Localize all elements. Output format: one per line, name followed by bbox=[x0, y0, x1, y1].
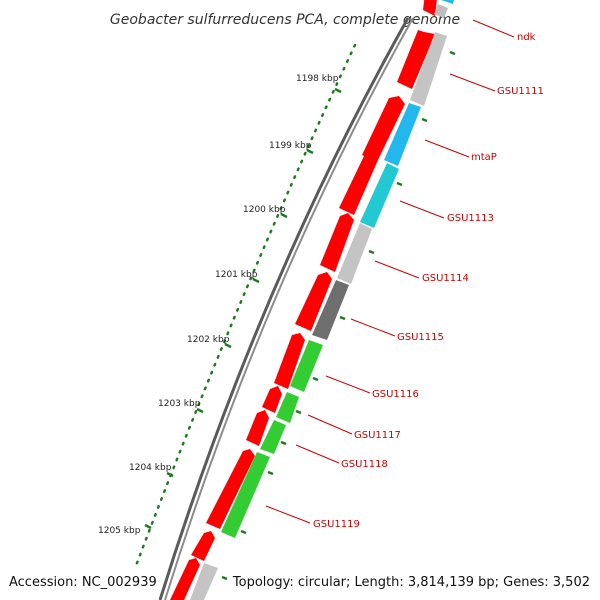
gene-label-ndk[interactable]: ndk bbox=[517, 32, 536, 43]
gene-label-gsu1113[interactable]: GSU1113 bbox=[447, 213, 494, 224]
scale-tick bbox=[280, 212, 288, 219]
scale-tick-label: 1204 kbp bbox=[129, 463, 172, 473]
gene-block-gsu1114 bbox=[337, 223, 372, 284]
outer-feature-track bbox=[170, 0, 437, 600]
gene-label-gsu1115[interactable]: GSU1115 bbox=[397, 332, 444, 343]
gene-block bbox=[190, 563, 218, 600]
inner-tick bbox=[449, 50, 456, 56]
inner-tick bbox=[396, 181, 403, 187]
gene-block-gsu1117 bbox=[276, 392, 299, 423]
inner-tick bbox=[221, 575, 228, 581]
cds-arrow bbox=[274, 333, 305, 389]
cds-arrow bbox=[320, 213, 354, 272]
cds-arrow bbox=[206, 449, 255, 529]
leader-line-gsu1114 bbox=[374, 260, 420, 279]
scale-tick-label: 1205 kbp bbox=[98, 526, 141, 536]
cds-arrow bbox=[362, 96, 405, 162]
leader-lines bbox=[265, 19, 515, 524]
footer-right-bg bbox=[255, 568, 600, 600]
gene-label-gsu1111[interactable]: GSU1111 bbox=[497, 86, 544, 97]
gene-block-mtap bbox=[384, 103, 421, 166]
scale-tick-label: 1202 kbp bbox=[187, 335, 230, 345]
gene-label-mtap[interactable]: mtaP bbox=[471, 152, 497, 163]
inner-tick bbox=[295, 409, 302, 415]
cds-arrow bbox=[262, 386, 282, 413]
leader-line-gsu1115 bbox=[350, 318, 396, 337]
backbone-outer bbox=[158, 17, 410, 600]
gene-label-gsu1114[interactable]: GSU1114 bbox=[422, 273, 469, 284]
scale-tick bbox=[196, 407, 204, 414]
cds-arrow bbox=[423, 0, 437, 16]
footer-left-bg bbox=[0, 568, 150, 600]
gene-labels: ndk GSU1111 mtaP GSU1113 GSU1114 GSU1115… bbox=[313, 32, 544, 530]
inner-tick bbox=[267, 470, 274, 476]
leader-line-ndk bbox=[472, 19, 515, 38]
cds-arrow bbox=[295, 272, 332, 331]
scale-tick-label: 1200 kbp bbox=[243, 205, 286, 215]
gene-label-gsu1116[interactable]: GSU1116 bbox=[372, 389, 419, 400]
scale-tick bbox=[306, 148, 314, 155]
leader-line-gsu1116 bbox=[325, 375, 371, 394]
cds-arrow bbox=[246, 410, 269, 446]
inner-tick bbox=[339, 315, 346, 321]
inner-feature-track bbox=[190, 0, 454, 600]
leader-line-gsu1119 bbox=[265, 505, 311, 524]
scale-tick bbox=[252, 277, 260, 284]
leader-line-mtap bbox=[424, 139, 470, 158]
leader-line-gsu1111 bbox=[449, 73, 496, 92]
cds-arrow bbox=[397, 30, 435, 89]
inner-tick bbox=[312, 376, 319, 382]
inner-ticks bbox=[221, 50, 456, 581]
gene-block-gsu1111 bbox=[410, 32, 447, 106]
scale-tick-labels: 1198 kbp 1199 kbp 1200 kbp 1201 kbp 1202… bbox=[98, 74, 339, 536]
gene-block-gsu1113 bbox=[360, 163, 399, 228]
scale-ticks bbox=[144, 87, 342, 530]
scale-tick bbox=[224, 342, 232, 349]
gene-block-gsu1115 bbox=[312, 280, 349, 340]
accession-text: Accession: NC_002939 bbox=[9, 575, 157, 590]
gene-label-gsu1117[interactable]: GSU1117 bbox=[354, 430, 401, 441]
leader-line-gsu1118 bbox=[295, 444, 340, 464]
scale-tick-label: 1201 kbp bbox=[215, 270, 258, 280]
scale-tick bbox=[144, 523, 152, 530]
gene-label-gsu1118[interactable]: GSU1118 bbox=[341, 459, 388, 470]
inner-tick bbox=[240, 529, 247, 535]
scale-ring bbox=[123, 43, 357, 597]
scale-tick-label: 1203 kbp bbox=[158, 399, 201, 409]
topology-text: Topology: circular; Length: 3,814,139 bp… bbox=[232, 575, 590, 590]
scale-tick-label: 1199 kbp bbox=[269, 141, 312, 151]
gene-block-gsu1118 bbox=[260, 420, 286, 454]
scale-tick-label: 1198 kbp bbox=[296, 74, 339, 84]
gene-block-gsu1119 bbox=[221, 452, 270, 538]
gene-block-gsu1116 bbox=[290, 340, 323, 392]
inner-tick bbox=[280, 440, 287, 446]
cds-arrow bbox=[191, 531, 215, 561]
cds-arrow bbox=[339, 154, 378, 215]
inner-tick bbox=[421, 117, 428, 123]
leader-line-gsu1113 bbox=[399, 200, 445, 219]
scale-tick bbox=[166, 471, 174, 478]
gene-block bbox=[434, 4, 448, 18]
inner-tick bbox=[368, 249, 375, 255]
gene-label-gsu1119[interactable]: GSU1119 bbox=[313, 519, 360, 530]
gene-block-ndk bbox=[441, 0, 454, 4]
map-title: Geobacter sulfurreducens PCA, complete g… bbox=[110, 12, 460, 28]
leader-line-gsu1117 bbox=[307, 414, 353, 435]
backbone-inner bbox=[164, 17, 414, 600]
cds-arrow bbox=[170, 558, 200, 600]
scale-tick bbox=[334, 87, 342, 94]
